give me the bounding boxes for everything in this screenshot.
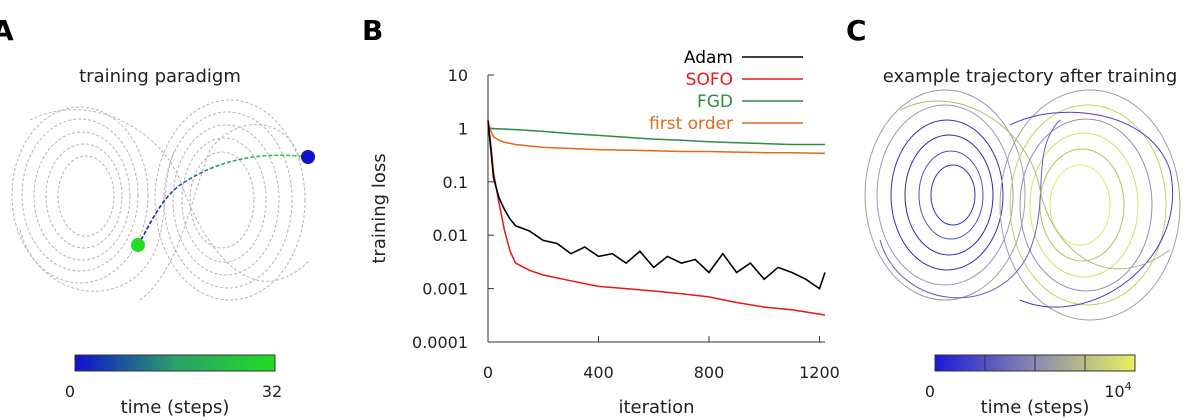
legend-label: Adam xyxy=(684,48,733,68)
trajectory-loop xyxy=(930,164,976,226)
panel-b: B 10 1 0.1 0.01 0.001 0.0001 0 400 800 1200 iterat… xyxy=(362,14,840,418)
panel-a-attractor xyxy=(11,99,311,301)
x-axis-label: iteration xyxy=(618,397,694,418)
trajectory-loop xyxy=(899,100,1171,270)
trajectory-loop xyxy=(1009,104,1167,306)
attractor-loop xyxy=(21,118,139,272)
x-tick-label: 800 xyxy=(694,363,725,382)
attractor-loop xyxy=(11,106,149,284)
panel-c-colorbar-max-base: 10 xyxy=(1104,382,1124,401)
trajectory-loop xyxy=(918,150,984,240)
trajectory-loop xyxy=(1049,164,1111,246)
attractor-loop xyxy=(154,99,306,301)
trajectory-loop xyxy=(876,104,1014,286)
attractor-loop xyxy=(33,131,131,261)
panel-a-title: training paradigm xyxy=(79,66,241,87)
loss-chart: 10 1 0.1 0.01 0.001 0.0001 0 400 800 1200 iteratio… xyxy=(369,48,840,418)
panel-c-title: example trajectory after training xyxy=(883,66,1178,87)
trajectory-loop xyxy=(1019,118,1153,292)
panel-c-colorbar-max: 104 xyxy=(1104,380,1131,401)
y-axis-label: training loss xyxy=(369,153,390,263)
panel-c: C example trajectory after training 0 10… xyxy=(846,14,1181,418)
attractor-loop xyxy=(163,111,293,289)
y-tick-label: 0.01 xyxy=(432,226,468,245)
x-tick-label: 1200 xyxy=(799,363,840,382)
attractor-loop xyxy=(19,149,176,292)
trajectory-loop xyxy=(864,89,1026,301)
trajectory-end-marker xyxy=(131,238,145,252)
series-line-fgd xyxy=(487,127,825,146)
panel-a-colorbar-min: 0 xyxy=(65,382,75,401)
attractor-loop xyxy=(139,124,301,301)
trajectory-loop xyxy=(1039,148,1125,262)
panel-c-colorbar-max-exp: 4 xyxy=(1125,380,1132,393)
panel-a-letter: A xyxy=(0,14,14,47)
y-tick-label: 10 xyxy=(448,66,468,85)
panel-a-colorbar-max: 32 xyxy=(262,382,282,401)
attractor-loop xyxy=(181,137,267,263)
attractor-loop xyxy=(29,109,311,282)
trajectory-loop xyxy=(879,119,1061,299)
y-tick-label: 0.1 xyxy=(443,173,468,192)
panel-b-letter: B xyxy=(362,14,383,47)
legend-label: SOFO xyxy=(686,70,733,90)
y-tick-label: 1 xyxy=(458,119,468,138)
attractor-loop xyxy=(172,124,280,276)
panel-a-colorbar-label: time (steps) xyxy=(121,397,230,418)
trajectory-loop xyxy=(904,134,994,256)
x-tick-label: 400 xyxy=(583,363,614,382)
trajectory-loop xyxy=(890,119,1004,271)
series-line-first-order xyxy=(487,120,826,155)
y-tick-label: 0.001 xyxy=(422,280,468,299)
legend-label: FGD xyxy=(697,92,733,112)
panel-c-trajectory xyxy=(864,89,1181,321)
trajectory-loop xyxy=(1029,132,1139,278)
attractor-loop xyxy=(45,143,123,249)
y-tick-label: 0.0001 xyxy=(412,333,468,352)
x-tick-label: 0 xyxy=(483,363,493,382)
attractor-loop xyxy=(189,151,255,249)
legend-label: first order xyxy=(649,114,733,134)
panel-a-colorbar xyxy=(74,354,276,372)
trajectory-loop xyxy=(1009,111,1173,308)
training-trajectory xyxy=(137,154,309,246)
series-line-adam xyxy=(487,120,826,290)
panel-a: A training paradigm 0 32 time (steps) xyxy=(0,14,315,418)
series-line-sofo xyxy=(487,120,826,316)
panel-c-colorbar-label: time (steps) xyxy=(981,397,1090,418)
panel-c-letter: C xyxy=(846,14,867,47)
attractor-loop xyxy=(57,155,115,237)
trajectory-start-marker xyxy=(301,150,315,164)
panel-c-colorbar-min: 0 xyxy=(925,382,935,401)
trajectory-loop xyxy=(999,89,1181,321)
